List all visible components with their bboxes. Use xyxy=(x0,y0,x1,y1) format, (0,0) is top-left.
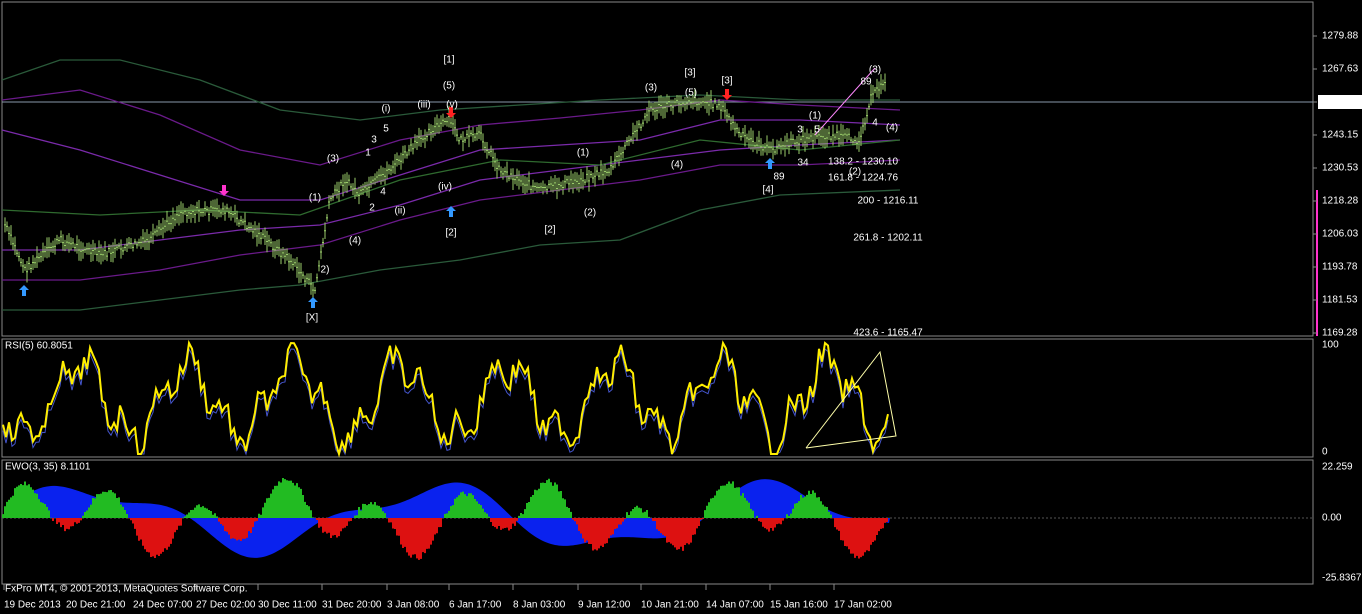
wave-label: 5 xyxy=(383,124,389,135)
price-label: 1279.88 xyxy=(1322,31,1359,42)
rsi-line xyxy=(2,339,889,458)
time-label: 6 Jan 17:00 xyxy=(449,600,502,611)
price-label: 1169.28 xyxy=(1322,328,1358,339)
wave-label: [1] xyxy=(443,55,454,66)
wave-label: (3) xyxy=(645,83,657,94)
wave-label: 3 xyxy=(371,135,377,146)
fib-label: 261.8 - 1202.11 xyxy=(853,233,923,244)
fib-label: 423.6 - 1165.47 xyxy=(853,328,923,339)
time-label: 31 Dec 20:00 xyxy=(322,600,382,611)
arrow-marker xyxy=(722,89,732,100)
arrow-marker xyxy=(219,185,229,196)
wave-label: (4) xyxy=(671,160,683,171)
arrow-marker xyxy=(446,107,456,118)
time-label: 27 Dec 02:00 xyxy=(196,600,256,611)
rsi-trend xyxy=(805,350,897,449)
fib-label: 161.8 - 1224.76 xyxy=(828,173,898,184)
wave-label: 4 xyxy=(872,118,878,129)
arrow-marker xyxy=(308,297,318,308)
wave-label: [3] xyxy=(684,68,695,79)
fib-label: 138.2 - 1230.10 xyxy=(828,157,898,168)
envelope xyxy=(1,59,900,121)
wave-label: (iv) xyxy=(438,182,452,193)
time-label: 17 Jan 02:00 xyxy=(834,600,892,611)
price-label: 1230.53 xyxy=(1322,163,1359,174)
rsi-panel xyxy=(1,338,1314,458)
rsi-level: 100 xyxy=(1322,340,1339,351)
ewo-panel xyxy=(1,459,1314,585)
arrow-marker xyxy=(446,206,456,217)
time-label: 9 Jan 12:00 xyxy=(578,600,631,611)
wave-label: [3] xyxy=(721,76,732,87)
wave-label: (4) xyxy=(886,123,898,134)
wave-label: (v) xyxy=(446,100,458,111)
rsi-level: 0 xyxy=(1322,447,1328,458)
wave-label: 3 xyxy=(797,125,803,136)
wave-label: (2) xyxy=(584,208,596,219)
wave-label: 89 xyxy=(773,172,785,183)
wave-label: [X] xyxy=(306,313,318,324)
time-label: 8 Jan 03:00 xyxy=(513,600,566,611)
ewo-positive xyxy=(2,477,890,518)
wave-label: 34 xyxy=(797,158,809,169)
wave-label: [2] xyxy=(445,228,456,239)
price-label: 1193.78 xyxy=(1322,262,1358,273)
main-panel xyxy=(1,1,1314,337)
wave-label: 1 xyxy=(365,148,371,159)
price-label: 1255.40 xyxy=(1322,97,1359,108)
wave-label: 2) xyxy=(321,265,330,276)
wave-label: 2 xyxy=(369,203,375,214)
price-bars xyxy=(4,73,886,299)
wave-label: (2) xyxy=(849,167,861,178)
wave-label: (3) xyxy=(869,65,881,76)
current-price-box xyxy=(1318,95,1362,109)
arrow-marker xyxy=(19,285,29,296)
wave-label: (4) xyxy=(349,236,361,247)
price-label: 1243.15 xyxy=(1322,130,1359,141)
wave-label: (iii) xyxy=(417,100,430,111)
wave-label: [4] xyxy=(762,185,773,196)
price-label: 1206.03 xyxy=(1322,229,1359,240)
time-label: 14 Jan 07:00 xyxy=(706,600,764,611)
wave-label: 4 xyxy=(380,187,386,198)
envelope xyxy=(2,189,901,311)
wave-label: (5) xyxy=(443,81,455,92)
envelope xyxy=(1,89,901,166)
envelope xyxy=(2,159,901,281)
price-label: 1218.28 xyxy=(1322,196,1359,207)
ewo-level: 0.00 xyxy=(1322,513,1342,524)
time-label: 24 Dec 07:00 xyxy=(133,600,193,611)
time-label: 20 Dec 21:00 xyxy=(66,600,126,611)
wave-label: (1) xyxy=(809,111,821,122)
price-label: 1267.63 xyxy=(1322,64,1359,75)
wave-label: (1) xyxy=(309,193,321,204)
wave-label: (i) xyxy=(382,104,391,115)
fib-label: 200 - 1216.11 xyxy=(858,196,919,207)
wave-label: (5) xyxy=(685,88,697,99)
time-label: 3 Jan 08:00 xyxy=(387,600,440,611)
time-label: 30 Dec 11:00 xyxy=(258,600,317,611)
wave-label: 89 xyxy=(860,77,872,88)
wave-label: (3) xyxy=(327,154,339,165)
wave-label: 5 xyxy=(814,125,820,136)
ewo-level: 22.259 xyxy=(1322,462,1353,473)
price-label: 1181.53 xyxy=(1322,295,1358,306)
ewo-area xyxy=(3,479,890,558)
time-label: 19 Dec 2013 xyxy=(4,600,61,611)
wave-label: (1) xyxy=(577,148,589,159)
rsi-signal xyxy=(2,347,889,456)
copyright: FxPro MT4, © 2001-2013, MetaQuotes Softw… xyxy=(5,584,247,595)
ewo-title: EWO(3, 35) 8.1101 xyxy=(5,462,91,473)
rsi-title: RSI(5) 60.8051 xyxy=(5,341,73,352)
time-label: 10 Jan 21:00 xyxy=(641,600,699,611)
trend-line xyxy=(814,67,876,136)
wave-label: [2] xyxy=(544,225,555,236)
envelope xyxy=(1,139,901,216)
ewo-negative xyxy=(52,518,888,560)
arrow-marker xyxy=(765,158,775,169)
wave-label: (ii) xyxy=(394,206,405,217)
ewo-level: -25.8367 xyxy=(1322,573,1362,584)
time-label: 15 Jan 16:00 xyxy=(770,600,828,611)
